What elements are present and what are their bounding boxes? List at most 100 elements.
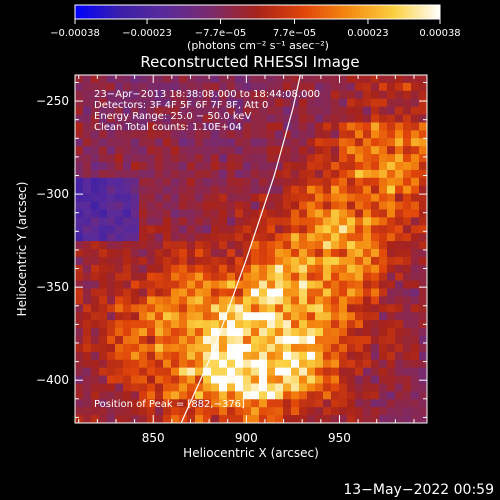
- heatmap-cell: [235, 304, 244, 313]
- heatmap-cell: [347, 169, 356, 179]
- heatmap-cell: [219, 185, 228, 195]
- heatmap-cell: [203, 138, 212, 147]
- heatmap-cell: [131, 415, 140, 423]
- heatmap-cell: [291, 162, 300, 171]
- heatmap-cell: [331, 98, 340, 108]
- heatmap-cell: [403, 177, 412, 187]
- x-axis: 850 900 950: [78, 75, 415, 445]
- heatmap-cell: [419, 359, 427, 369]
- heatmap-cell: [331, 280, 340, 290]
- heatmap-cell: [355, 399, 364, 408]
- heatmap-cell: [283, 169, 292, 179]
- heatmap-cell: [107, 217, 116, 226]
- heatmap-cell: [99, 399, 108, 408]
- heatmap-cell: [291, 193, 300, 203]
- heatmap-cell: [363, 320, 372, 329]
- heatmap-cell: [131, 185, 140, 195]
- heatmap-cell: [139, 122, 148, 131]
- heatmap-cell: [395, 399, 404, 408]
- heatmap-cell: [91, 193, 100, 203]
- heatmap-cell: [315, 193, 324, 203]
- heatmap-cell: [155, 169, 164, 179]
- heatmap-cell: [403, 154, 412, 163]
- heatmap-cell: [131, 241, 140, 250]
- heatmap-cell: [299, 272, 308, 282]
- heatmap-cell: [163, 399, 172, 408]
- heatmap-cell: [299, 375, 308, 385]
- solar-limb-line: [180, 75, 301, 423]
- heatmap-cell: [75, 177, 84, 187]
- heatmap-cell: [171, 217, 180, 226]
- heatmap-cell: [211, 359, 220, 369]
- heatmap-cell: [219, 217, 228, 226]
- heatmap-cell: [363, 75, 372, 84]
- heatmap-cell: [395, 106, 404, 116]
- heatmap-cell: [355, 304, 364, 313]
- heatmap-cell: [211, 185, 220, 195]
- heatmap-cell: [283, 264, 292, 274]
- heatmap-cell: [379, 138, 388, 147]
- heatmap-cell: [179, 399, 188, 408]
- heatmap-cell: [243, 98, 252, 108]
- heatmap-cell: [251, 312, 260, 321]
- heatmap-cell: [283, 193, 292, 203]
- heatmap-cell: [139, 351, 148, 361]
- heatmap-cell: [339, 343, 348, 353]
- heatmap-cell: [251, 304, 260, 313]
- heatmap-cell: [419, 241, 427, 250]
- heatmap-cell: [155, 233, 164, 242]
- heatmap-cell: [331, 233, 340, 242]
- heatmap-cell: [227, 312, 236, 321]
- heatmap-cell: [163, 320, 172, 329]
- heatmap-cell: [339, 383, 348, 392]
- heatmap-cell: [171, 256, 180, 266]
- heatmap-cell: [355, 138, 364, 147]
- heatmap-cell: [155, 122, 164, 131]
- heatmap-cell: [379, 328, 388, 337]
- heatmap-cell: [299, 114, 308, 124]
- heatmap-cell: [203, 304, 212, 313]
- heatmap-cell: [411, 201, 420, 211]
- heatmap-cell: [123, 312, 132, 321]
- heatmap-cell: [395, 375, 404, 385]
- heatmap-cell: [91, 375, 100, 385]
- heatmap-cell: [251, 367, 260, 377]
- heatmap-cell: [355, 407, 364, 416]
- heatmap-cell: [379, 320, 388, 329]
- heatmap-cell: [307, 280, 316, 290]
- heatmap-cell: [267, 75, 276, 84]
- heatmap-cell: [235, 146, 244, 155]
- heatmap-cell: [131, 154, 140, 163]
- heatmap-cell: [139, 343, 148, 353]
- heatmap-cell: [155, 296, 164, 305]
- heatmap-cell: [147, 249, 156, 258]
- heatmap-cell: [299, 328, 308, 337]
- heatmap-cell: [419, 209, 427, 218]
- heatmap-cell: [163, 304, 172, 313]
- heatmap-cell: [347, 122, 356, 131]
- heatmap-cell: [363, 233, 372, 242]
- heatmap-cell: [147, 241, 156, 250]
- heatmap-cell: [235, 114, 244, 124]
- heatmap-cell: [147, 82, 156, 92]
- heatmap-cell: [171, 375, 180, 385]
- heatmap-cell: [99, 241, 108, 250]
- heatmap-cell: [187, 320, 196, 329]
- heatmap-cell: [195, 312, 204, 321]
- heatmap-cell: [163, 217, 172, 226]
- heatmap-cell: [243, 359, 252, 369]
- heatmap-cell: [227, 399, 236, 408]
- heatmap-cell: [395, 359, 404, 369]
- heatmap-cell: [275, 336, 284, 345]
- heatmap-cell: [211, 154, 220, 163]
- heatmap-cell: [123, 399, 132, 408]
- heatmap-cell: [251, 241, 260, 250]
- heatmap-cell: [123, 383, 132, 392]
- heatmap-cell: [299, 407, 308, 416]
- heatmap-cell: [395, 130, 404, 139]
- heatmap-cell: [259, 130, 268, 139]
- heatmap-cell: [147, 114, 156, 124]
- heatmap-cell: [251, 383, 260, 392]
- heatmap-cell: [331, 114, 340, 124]
- heatmap-cell: [99, 415, 108, 423]
